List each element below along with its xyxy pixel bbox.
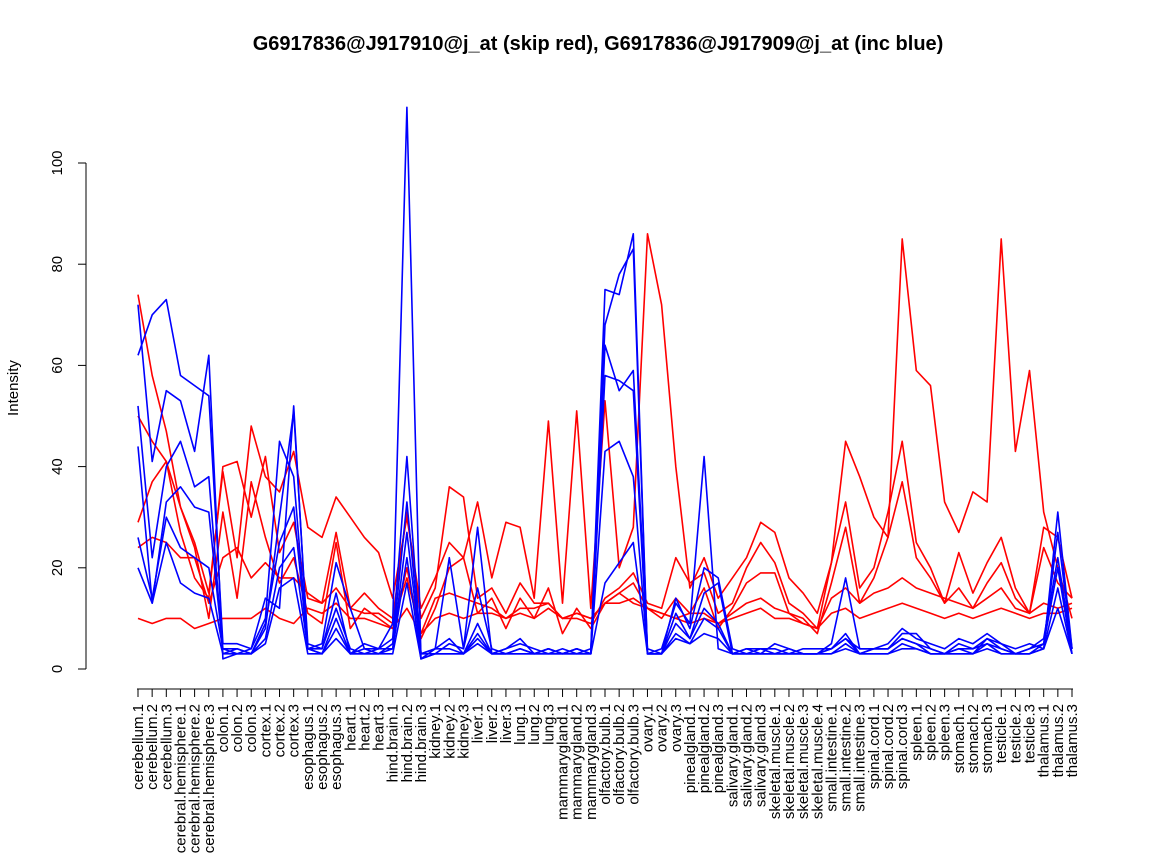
x-tick-label: liver.1 bbox=[470, 704, 487, 743]
x-tick-label: ovary.3 bbox=[668, 704, 685, 752]
x-tick-label: esophagus.3 bbox=[328, 704, 345, 790]
x-tick-label: spinal.cord.1 bbox=[866, 704, 883, 789]
x-tick-label: spinal.cord.3 bbox=[894, 704, 911, 789]
x-tick-label: heart.1 bbox=[342, 704, 359, 751]
x-tick-label: pinealgland.2 bbox=[696, 704, 713, 793]
x-tick-label: kidney.2 bbox=[441, 704, 458, 759]
series-line-inc-6 bbox=[137, 541, 1073, 660]
x-tick-label: testicle.2 bbox=[1007, 704, 1024, 763]
x-tick-label: cortex.3 bbox=[286, 704, 303, 757]
x-tick-label: olfactory.bulb.1 bbox=[597, 704, 614, 805]
x-tick-label: cerebral.hemisphere.1 bbox=[172, 704, 189, 853]
y-tick-label: 40 bbox=[49, 458, 66, 475]
x-tick-label: thalamus.3 bbox=[1064, 704, 1081, 777]
x-tick-label: cerebellum.3 bbox=[158, 704, 175, 790]
x-tick-label: hind.brain.3 bbox=[413, 704, 430, 782]
y-tick-label: 20 bbox=[49, 559, 66, 576]
series-line-skip-1 bbox=[137, 233, 1073, 619]
x-tick-label: lung.2 bbox=[526, 704, 543, 745]
x-tick-label: ovary.1 bbox=[639, 704, 656, 752]
x-tick-label: spleen.3 bbox=[937, 704, 954, 761]
x-tick-label: salivary.gland.2 bbox=[739, 704, 756, 807]
x-tick-label: olfactory.bulb.2 bbox=[611, 704, 628, 805]
x-tick-label: cerebellum.2 bbox=[144, 704, 161, 790]
x-tick-label: stomach.3 bbox=[979, 704, 996, 773]
series-line-inc-4 bbox=[137, 374, 1073, 655]
series-line-skip-5 bbox=[137, 597, 1073, 635]
chart-title: G6917836@J917910@j_at (skip red), G69178… bbox=[253, 33, 944, 55]
x-tick-label: kidney.3 bbox=[455, 704, 472, 759]
x-tick-label: kidney.1 bbox=[427, 704, 444, 759]
x-tick-label: cortex.2 bbox=[272, 704, 289, 757]
x-tick-label: skeletal.muscle.4 bbox=[809, 704, 826, 819]
x-tick-label: ovary.2 bbox=[654, 704, 671, 752]
x-tick-label: salivary.gland.1 bbox=[724, 704, 741, 807]
series-lines bbox=[137, 106, 1073, 660]
x-tick-label: lung.3 bbox=[540, 704, 557, 745]
x-tick-label: skeletal.muscle.1 bbox=[767, 704, 784, 819]
x-tick-label: testicle.3 bbox=[1022, 704, 1039, 763]
x-tick-label: small.intestine.2 bbox=[838, 704, 855, 812]
x-tick-label: skeletal.muscle.2 bbox=[781, 704, 798, 819]
x-tick-label: stomach.1 bbox=[951, 704, 968, 773]
x-tick-label: colon.1 bbox=[215, 704, 232, 752]
x-tick-label: mammarygland.3 bbox=[583, 704, 600, 820]
x-tick-label: colon.3 bbox=[243, 704, 260, 752]
x-tick-label: spleen.2 bbox=[922, 704, 939, 761]
x-tick-label: cortex.1 bbox=[257, 704, 274, 757]
x-tick-label: small.intestine.1 bbox=[823, 704, 840, 812]
x-tick-label: cerebellum.1 bbox=[130, 704, 147, 790]
x-tick-label: mammarygland.1 bbox=[555, 704, 572, 820]
x-tick-label: cerebral.hemisphere.2 bbox=[187, 704, 204, 853]
x-tick-label: spleen.1 bbox=[908, 704, 925, 761]
x-tick-label: spinal.cord.2 bbox=[880, 704, 897, 789]
y-tick-label: 100 bbox=[49, 150, 66, 175]
x-tick-label: heart.3 bbox=[371, 704, 388, 751]
x-tick-label: heart.2 bbox=[356, 704, 373, 751]
series-line-skip-2 bbox=[137, 415, 1073, 630]
x-tick-label: small.intestine.3 bbox=[852, 704, 869, 812]
x-tick-label: hind.brain.2 bbox=[399, 704, 416, 782]
x-tick-label: salivary.gland.3 bbox=[753, 704, 770, 807]
x-tick-label: esophagus.2 bbox=[314, 704, 331, 790]
x-tick-label: skeletal.muscle.3 bbox=[795, 704, 812, 819]
x-tick-label: pinealgland.1 bbox=[682, 704, 699, 793]
x-tick-label: thalamus.2 bbox=[1050, 704, 1067, 777]
x-tick-label: lung.1 bbox=[512, 704, 529, 745]
y-axis-label: Intensity bbox=[5, 360, 22, 416]
x-ticks: cerebellum.1cerebellum.2cerebellum.3cere… bbox=[130, 689, 1081, 853]
y-tick-label: 60 bbox=[49, 357, 66, 374]
series-line-inc-1 bbox=[137, 106, 1073, 660]
x-tick-label: cerebral.hemisphere.3 bbox=[201, 704, 218, 853]
series-line-inc-2 bbox=[137, 248, 1073, 660]
y-tick-label: 0 bbox=[49, 665, 66, 673]
x-tick-label: colon.2 bbox=[229, 704, 246, 752]
x-tick-label: olfactory.bulb.3 bbox=[625, 704, 642, 805]
x-tick-label: liver.2 bbox=[484, 704, 501, 743]
y-tick-label: 80 bbox=[49, 256, 66, 273]
x-tick-label: pinealgland.3 bbox=[710, 704, 727, 793]
x-tick-label: hind.brain.1 bbox=[385, 704, 402, 782]
x-tick-label: testicle.1 bbox=[993, 704, 1010, 763]
x-tick-label: thalamus.1 bbox=[1036, 704, 1053, 777]
x-tick-label: stomach.2 bbox=[965, 704, 982, 773]
x-tick-label: liver.3 bbox=[498, 704, 515, 743]
y-ticks: 0 20 40 60 80 100 bbox=[49, 150, 86, 673]
x-tick-label: mammarygland.2 bbox=[569, 704, 586, 820]
x-tick-label: esophagus.1 bbox=[300, 704, 317, 790]
